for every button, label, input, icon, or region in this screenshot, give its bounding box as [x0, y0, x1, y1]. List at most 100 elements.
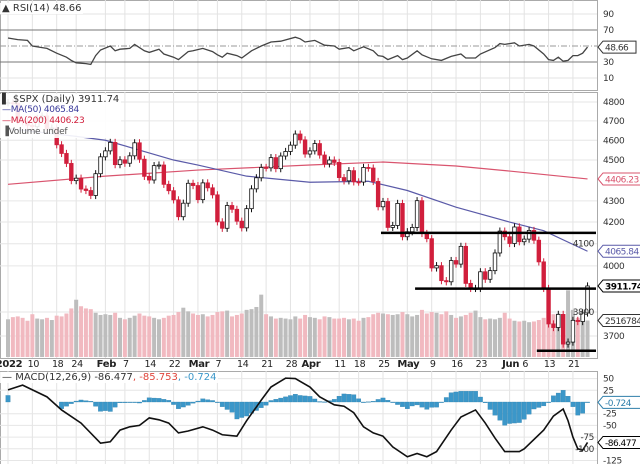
- candle-body: [526, 230, 532, 240]
- candle-body: [458, 245, 464, 265]
- macd-histogram-bar: [570, 401, 576, 407]
- macd-histogram-bar: [356, 398, 361, 403]
- volume-bar: [205, 316, 210, 357]
- macd-histogram-bar: [409, 401, 415, 407]
- candle-body: [356, 181, 361, 184]
- volume-bar: [147, 316, 152, 357]
- rsi-line: [7, 36, 589, 66]
- candle-body: [487, 270, 493, 280]
- macd-histogram-bar: [132, 401, 137, 403]
- x-tick-label: Feb: [97, 359, 117, 370]
- x-tick-label: 7: [216, 359, 222, 370]
- candle-body: [142, 158, 147, 177]
- volume-bar: [181, 307, 186, 357]
- macd-histogram-bar: [297, 395, 303, 403]
- x-tick-label: 25: [378, 359, 390, 370]
- macd-histogram-bar: [176, 401, 181, 409]
- macd-histogram-bar: [585, 401, 590, 403]
- candle-body: [322, 154, 327, 165]
- macd-histogram-bar: [331, 399, 337, 403]
- candle-body: [200, 182, 205, 201]
- candle-body: [385, 201, 391, 228]
- x-tick-label: 28: [286, 359, 298, 370]
- volume-bar: [215, 312, 220, 357]
- macd-histogram-bar: [448, 392, 454, 403]
- volume-bar: [395, 314, 400, 357]
- price-tick-label: 4800: [603, 98, 625, 108]
- ma50-label: MA(50) 4065.84: [10, 105, 80, 115]
- macd-histogram-bar: [312, 398, 318, 403]
- candle-body: [556, 313, 561, 328]
- macd-histogram-bar: [395, 401, 400, 405]
- volume-bar: [249, 309, 254, 357]
- macd-histogram-bar: [200, 398, 206, 403]
- volume-bar: [298, 318, 303, 357]
- volume-bar: [546, 312, 551, 357]
- macd-histogram-bar: [385, 400, 391, 403]
- macd-histogram-bar: [307, 396, 313, 403]
- price-tick-label: 4600: [603, 136, 625, 146]
- volume-bar: [69, 308, 74, 357]
- volume-bar: [171, 314, 176, 357]
- volume-bar: [93, 312, 98, 357]
- candle-body: [161, 164, 167, 185]
- candle-body: [103, 150, 108, 158]
- volume-bar: [44, 317, 49, 357]
- macd-histogram-bar: [244, 401, 249, 417]
- volume-bar: [342, 317, 347, 357]
- macd-histogram-bar: [375, 399, 381, 403]
- candle-body: [546, 288, 551, 325]
- rsi-value-label: 48.66: [605, 44, 629, 54]
- macd-histogram-bar: [434, 401, 439, 408]
- macd-histogram-bar: [512, 401, 517, 424]
- volume-bar: [118, 317, 123, 357]
- candle-body: [317, 143, 322, 156]
- macd-tick-label: -75: [581, 433, 595, 443]
- volume-bar: [473, 310, 478, 357]
- volume-bar: [356, 320, 361, 357]
- macd-histogram-bar: [400, 401, 405, 407]
- macd-histogram-bar: [346, 394, 352, 403]
- macd-tick-label: -50: [603, 421, 617, 431]
- candle-body: [575, 319, 580, 322]
- macd-histogram-bar: [424, 401, 430, 410]
- volume-bar: [400, 312, 405, 357]
- macd-histogram-bar: [83, 400, 89, 403]
- macd-histogram-bar: [64, 401, 69, 407]
- volume-bar: [239, 313, 244, 357]
- volume-bar: [225, 310, 230, 357]
- candle-body: [83, 188, 89, 191]
- ma200-value-label-box: [597, 172, 640, 186]
- candle-body: [375, 181, 381, 208]
- macd-histogram-bar: [390, 401, 396, 403]
- volume-bar: [79, 306, 84, 357]
- candle-body: [254, 177, 259, 190]
- macd-histogram-bar: [502, 401, 508, 426]
- volume-bar: [585, 320, 590, 357]
- candle-body: [171, 190, 176, 201]
- ma50-value-label: 4065.84: [605, 248, 639, 258]
- macd-histogram-bar: [487, 401, 493, 410]
- candle-body: [283, 151, 288, 157]
- x-tick-label: Apr: [301, 359, 320, 370]
- volume-bar: [361, 317, 366, 357]
- annotation-lines: [380, 231, 596, 352]
- volume-bar: [59, 316, 64, 357]
- macd-histogram-bar: [258, 401, 264, 408]
- volume-bar: [25, 320, 30, 357]
- volume-bar: [127, 317, 132, 357]
- macd-histogram-bar: [478, 396, 483, 403]
- macd-histogram-bar: [541, 401, 547, 407]
- panel-frame: [0, 371, 598, 464]
- candle-body: [517, 226, 522, 243]
- volume-bar: [390, 314, 395, 357]
- volume-bar: [458, 316, 463, 357]
- price-legend: ▌ $SPX (Daily) 3911.74 —MA(50) 4065.84 —…: [0, 94, 122, 138]
- volume-bar: [463, 314, 468, 357]
- candle-body: [410, 227, 415, 233]
- rsi-value-label-box: [597, 40, 637, 54]
- volume-bar: [410, 316, 415, 357]
- macd-histogram-bar: [137, 401, 142, 404]
- macd-histogram-bar: [107, 401, 113, 412]
